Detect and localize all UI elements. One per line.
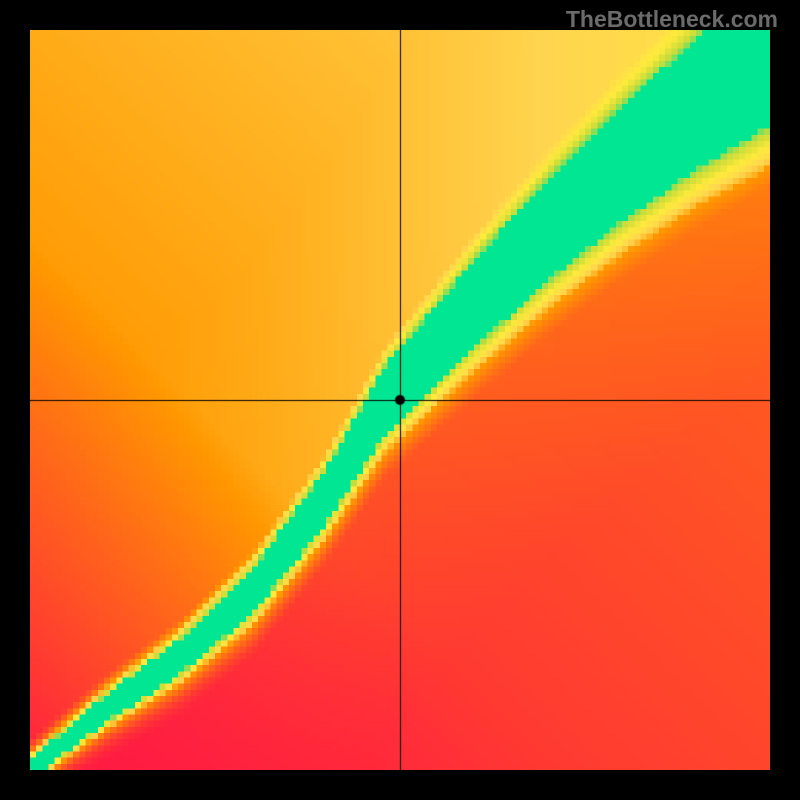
chart-container: { "watermark": { "text": "TheBottleneck.… xyxy=(0,0,800,800)
bottleneck-heatmap xyxy=(30,30,770,770)
watermark-text: TheBottleneck.com xyxy=(566,6,778,33)
